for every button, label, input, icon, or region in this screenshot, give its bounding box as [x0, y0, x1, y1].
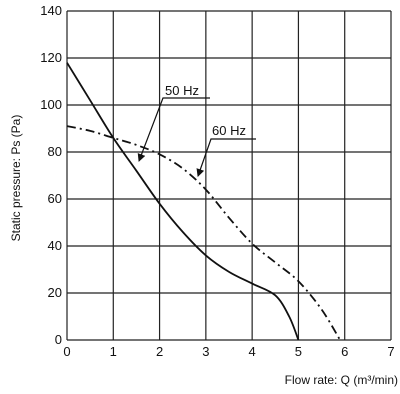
- y-tick-label-6: 120: [40, 50, 62, 65]
- x-tick-label-1: 1: [110, 344, 117, 359]
- y-tick-label-5: 100: [40, 97, 62, 112]
- tick-labels: 0 1 2 3 4 5 6 7 0 20 40 60 80 100 120 140: [40, 3, 394, 359]
- y-tick-label-7: 140: [40, 3, 62, 18]
- x-axis-label: Flow rate: Q (m³/min): [285, 373, 398, 387]
- series-line-50hz: [66, 62, 300, 341]
- grid: [66, 10, 392, 341]
- y-tick-label-4: 80: [48, 144, 62, 159]
- callout-60hz: [196, 138, 256, 177]
- x-tick-label-4: 4: [249, 344, 256, 359]
- x-tick-label-6: 6: [341, 344, 348, 359]
- x-tick-label-5: 5: [295, 344, 302, 359]
- x-tick-label-0: 0: [63, 344, 70, 359]
- series-callouts: [137, 97, 256, 177]
- y-tick-label-3: 60: [48, 191, 62, 206]
- x-tick-label-7: 7: [387, 344, 394, 359]
- x-tick-label-2: 2: [156, 344, 163, 359]
- series-label-50hz: 50 Hz: [165, 83, 199, 98]
- y-tick-label-2: 40: [48, 238, 62, 253]
- y-axis-label: Static pressure: Ps (Pa): [9, 115, 23, 242]
- x-tick-label-3: 3: [202, 344, 209, 359]
- series-lines: [66, 62, 341, 341]
- callout-50hz: [137, 97, 210, 162]
- y-tick-label-1: 20: [48, 285, 62, 300]
- series-line-60hz: [66, 125, 341, 341]
- series-label-60hz: 60 Hz: [212, 123, 246, 138]
- y-tick-label-0: 0: [55, 332, 62, 347]
